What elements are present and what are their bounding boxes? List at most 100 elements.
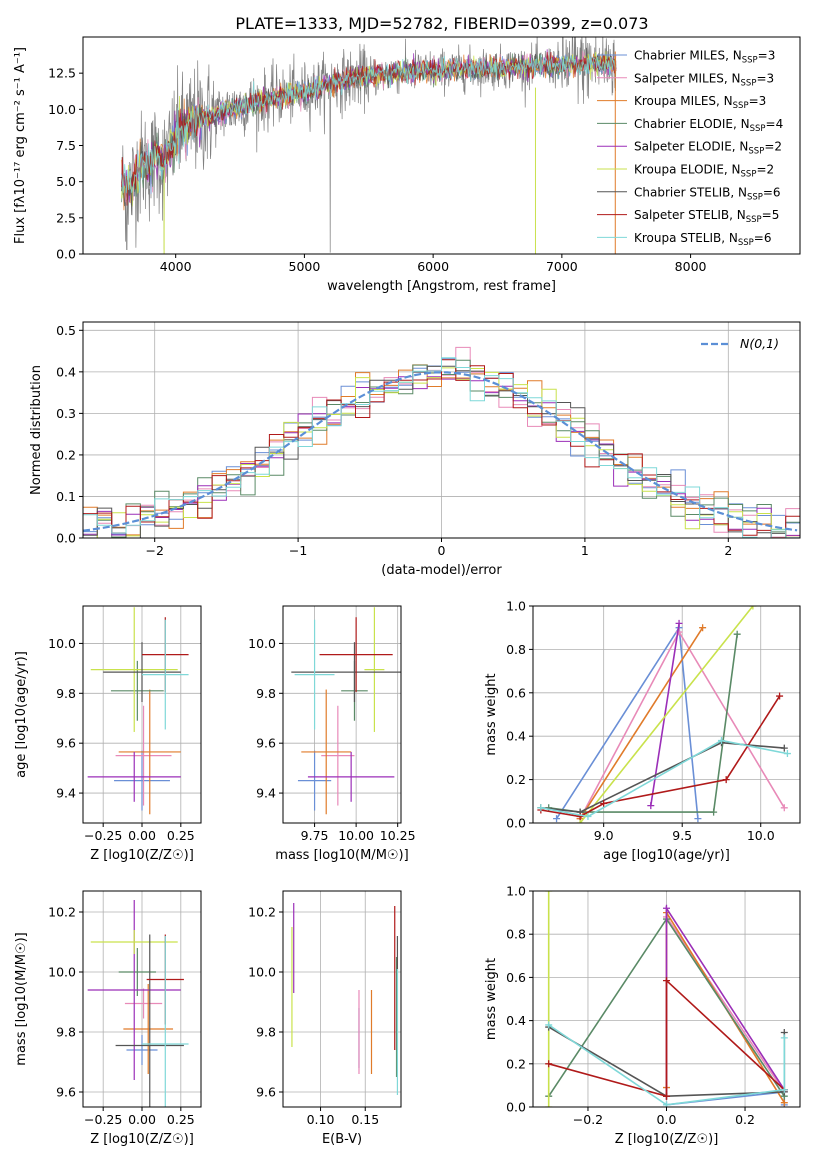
legend-label: Chabrier STELIB, NSSP=6 (634, 185, 781, 202)
mass_vs_ebv-frame (282, 890, 402, 1108)
point-marker (663, 904, 670, 912)
mass-weight-line (579, 606, 754, 823)
mass-weight-line (548, 1024, 786, 1106)
legend-label: Kroupa MILES, NSSP=3 (634, 94, 766, 111)
x-tick-label: 10.25 (380, 828, 416, 843)
point-marker (722, 776, 730, 784)
point-marker (663, 1092, 670, 1100)
x-tick-label: 0.25 (167, 828, 195, 843)
spectrum-plot-area (121, 37, 617, 254)
y-tick-label: 7.5 (56, 138, 76, 153)
legend-label: Kroupa ELODIE, NSSP=2 (634, 163, 774, 180)
histogram-step-line (83, 357, 800, 538)
x-tick-label: 2 (724, 543, 732, 558)
age_vs_mass-frame (282, 605, 402, 824)
point-marker (780, 1034, 788, 1042)
y-tick-label: 12.5 (48, 66, 76, 81)
y-tick-label: 10.0 (248, 965, 276, 980)
x-tick-label: 9.0 (594, 828, 614, 843)
point-marker (675, 619, 683, 627)
spectrum-xlabel: wavelength [Angstrom, rest frame] (327, 279, 556, 294)
point-marker (749, 606, 757, 610)
y-tick-label: 0.8 (506, 927, 526, 942)
y-tick-label: 9.6 (256, 1085, 276, 1100)
y-tick-label: 9.8 (56, 1025, 76, 1040)
point-marker (545, 1060, 553, 1068)
x-tick-label: 10.00 (338, 828, 374, 843)
y-tick-label: 10.0 (48, 102, 76, 117)
x-tick-label: 1 (581, 543, 589, 558)
x-tick-label: −0.25 (84, 828, 122, 843)
mass-weight-line (540, 695, 781, 818)
point-marker (537, 804, 545, 812)
massweight_vs_age-ylabel: mass weight (484, 673, 499, 755)
point-marker (694, 815, 702, 823)
legend-label: Chabrier MILES, NSSP=3 (634, 49, 775, 66)
legend-label: Kroupa STELIB, NSSP=6 (634, 231, 772, 248)
x-tick-label: 7000 (546, 259, 578, 274)
age_vs_mass-xlabel: mass [log10(M/M☉)] (275, 848, 408, 863)
point-marker (584, 812, 592, 820)
point-marker (576, 812, 584, 820)
y-tick-label: 10.0 (48, 965, 76, 980)
mass-weight-line (665, 905, 785, 1097)
y-tick-label: 10.2 (48, 905, 76, 920)
legend-label: N(0,1) (740, 336, 779, 351)
spectrum-model-line (121, 54, 617, 194)
point-marker (545, 891, 553, 895)
legend-label: Salpeter STELIB, NSSP=5 (634, 208, 779, 225)
y-tick-label: 0.8 (506, 642, 526, 657)
x-tick-label: 10.0 (747, 828, 775, 843)
age_vs_Z-ylabel: age [log10(age/yr)] (14, 651, 29, 778)
y-tick-label: 9.4 (256, 786, 276, 801)
mass-weight-line (548, 978, 785, 1098)
x-tick-label: 0.00 (128, 828, 156, 843)
massweight_vs_Z-ylabel: mass weight (484, 958, 499, 1040)
point-marker (780, 1099, 788, 1107)
panel-massweight_vs_age: 9.0 9.5 10.0 0.0 0.2 0.4 0.6 0.8 1.0 age [log10(a… (484, 599, 801, 863)
y-tick-label: 9.6 (56, 736, 76, 751)
y-tick-label: 0.6 (506, 685, 526, 700)
x-tick-label: 9.5 (672, 828, 692, 843)
y-tick-label: 10.2 (248, 905, 276, 920)
massweight_vs_age-plot-area (533, 606, 800, 823)
massweight_vs_age-xlabel: age [log10(age/yr)] (603, 848, 730, 863)
x-tick-label: 0.00 (128, 1112, 156, 1127)
y-tick-label: 0.2 (506, 1056, 526, 1071)
age_vs_Z-xlabel: Z [log10(Z/Z☉)] (90, 848, 194, 863)
residuals-ylabel: Normed distribution (29, 365, 44, 495)
point-marker (717, 737, 725, 745)
y-tick-label: 0.3 (56, 406, 76, 421)
y-tick-label: 1.0 (506, 599, 526, 614)
y-tick-label: 0.4 (56, 364, 76, 379)
point-marker (576, 819, 584, 823)
x-tick-label: −0.2 (573, 1112, 603, 1127)
y-tick-label: 9.8 (56, 686, 76, 701)
y-tick-label: 0.0 (56, 247, 76, 262)
spectrum-ylabel: Flux [fλ10⁻¹⁷ erg cm⁻² s⁻¹ A⁻¹] (13, 47, 28, 244)
x-tick-label: −2 (145, 543, 163, 558)
x-tick-label: 4000 (160, 259, 192, 274)
x-tick-label: 0.25 (167, 1112, 195, 1127)
point-marker (776, 692, 784, 700)
panel-residuals: −2 −1 0 1 2 0.0 0.1 0.2 0.3 0.4 0.5 (data-model)/er… (29, 321, 801, 578)
mass_vs_ebv-plot-area (283, 891, 401, 1107)
point-marker (663, 1101, 670, 1107)
point-marker (553, 815, 561, 823)
y-tick-label: 9.8 (256, 686, 276, 701)
panel-massweight_vs_Z: −0.2 0.0 0.2 0.0 0.2 0.4 0.6 0.8 1.0 Z [log10(Z/Z… (484, 884, 801, 1147)
y-tick-label: 0.5 (56, 323, 76, 338)
y-tick-label: 0.0 (506, 816, 526, 831)
y-tick-label: 0.0 (56, 531, 76, 546)
mass-weight-line (540, 739, 788, 818)
point-marker (600, 799, 608, 807)
panel-mass_vs_Z: −0.25 0.00 0.25 9.6 9.8 10.0 10.2 Z [log10(Z/Z☉… (14, 890, 202, 1147)
mass_vs_Z-ylabel: mass [log10(M/M☉)] (14, 932, 29, 1065)
mass_vs_ebv-xlabel: E(B-V) (322, 1132, 362, 1147)
panel-mass_vs_ebv: 0.10 0.15 9.6 9.8 10.0 10.2 E(B-V) (248, 890, 402, 1147)
legend-label: Salpeter ELODIE, NSSP=2 (634, 140, 782, 157)
figure-title: PLATE=1333, MJD=52782, FIBERID=0399, z=0… (235, 14, 648, 33)
legend-label: Chabrier ELODIE, NSSP=4 (634, 117, 783, 134)
mass_vs_Z-plot-area (83, 891, 201, 1107)
